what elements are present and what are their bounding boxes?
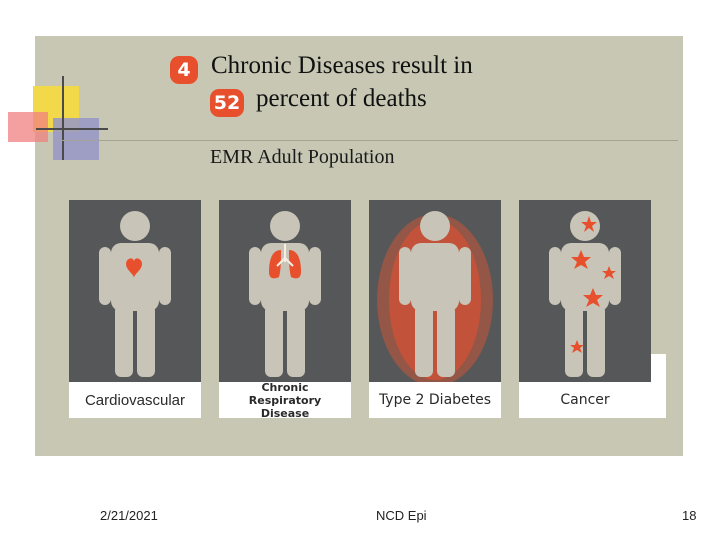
- card-label-type-2-diabetes: Type 2 Diabetes: [378, 392, 492, 408]
- slide-title-line-2: percent of deaths: [256, 85, 427, 112]
- card-label-box: Chronic Respiratory Disease: [219, 380, 351, 420]
- card-label-chronic-respiratory: Chronic Respiratory Disease: [248, 380, 322, 420]
- card-chronic-respiratory: Chronic Respiratory Disease: [219, 200, 351, 420]
- title-divider: [58, 140, 678, 141]
- card-cardiovascular: Cardiovascular: [69, 200, 201, 418]
- card-edge-highlight: [651, 354, 666, 418]
- human-figure-icon: [549, 211, 621, 377]
- cancer-marks-icon: [570, 216, 616, 353]
- heart-icon: [126, 258, 142, 278]
- deco-red-square: [8, 112, 48, 142]
- card-cancer: Cancer: [519, 200, 651, 418]
- title-number-badge-1: 4: [170, 56, 198, 84]
- footer-page-number: 18: [682, 508, 697, 523]
- deco-horizontal-line: [36, 128, 108, 130]
- card-label-box: Type 2 Diabetes: [369, 382, 501, 418]
- card-label-cardiovascular: Cardiovascular: [84, 391, 186, 409]
- deco-blue-square: [53, 118, 99, 160]
- human-figure-icon: [377, 211, 493, 382]
- card-label-cancer: Cancer: [560, 392, 610, 408]
- footer-center-text: NCD Epi: [376, 508, 427, 523]
- slide-subtitle: EMR Adult Population: [210, 146, 395, 168]
- card-label-box: Cardiovascular: [69, 382, 201, 418]
- card-type-2-diabetes: Type 2 Diabetes: [369, 200, 501, 418]
- human-figure-icon: [249, 211, 321, 377]
- deco-vertical-line: [62, 76, 64, 160]
- slide-title-line-1: Chronic Diseases result in: [211, 52, 473, 79]
- footer-date: 2/21/2021: [100, 508, 158, 523]
- lungs-icon: [269, 244, 301, 279]
- title-number-badge-2: 52: [210, 89, 244, 117]
- card-label-box: Cancer: [519, 382, 651, 418]
- human-figure-icon: [99, 211, 171, 377]
